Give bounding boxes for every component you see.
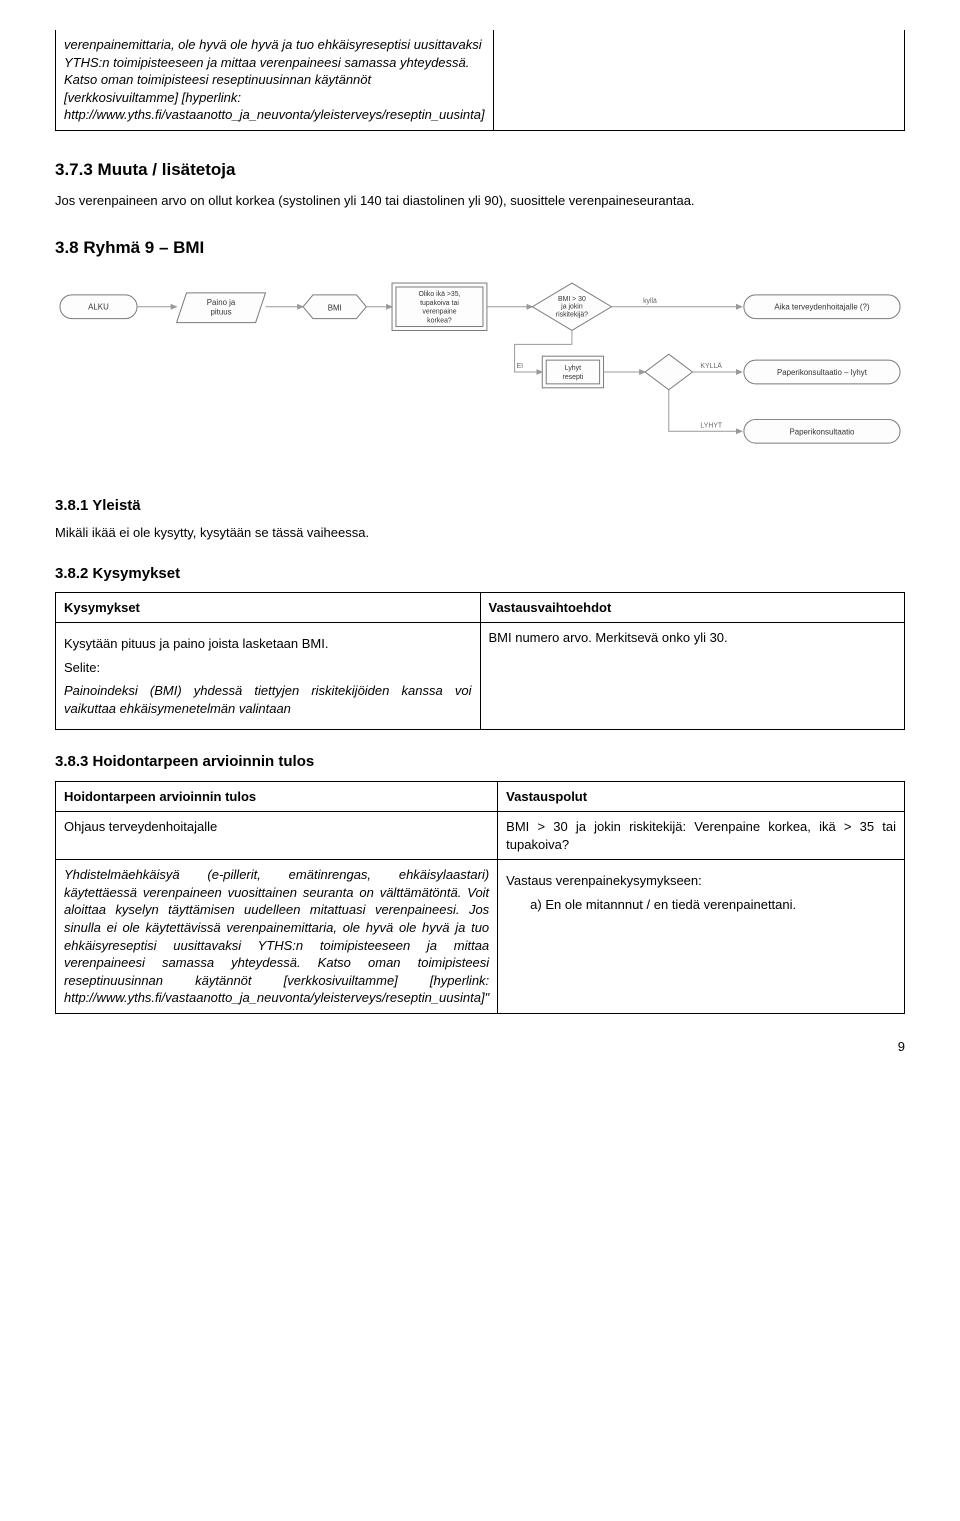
heading-3-8-3: 3.8.3 Hoidontarpeen arvioinnin tulos (55, 752, 905, 772)
svg-text:Paperikonsultaatio – lyhyt: Paperikonsultaatio – lyhyt (777, 368, 868, 377)
col-kysymykset: Kysymykset (56, 592, 481, 623)
top-partial-table: verenpainemittaria, ole hyvä ole hyvä ja… (55, 30, 905, 131)
text-painoindeksi: Painoindeksi (BMI) yhdessä tiettyjen ris… (64, 682, 472, 717)
svg-text:Oliko ikä >35,: Oliko ikä >35, (418, 291, 460, 298)
col-vastausvaihtoehdot: Vastausvaihtoehdot (480, 592, 905, 623)
heading-3-8: 3.8 Ryhmä 9 – BMI (55, 237, 905, 260)
page-number: 9 (55, 1038, 905, 1056)
col-vastauspolut: Vastauspolut (498, 781, 905, 812)
heading-3-8-1: 3.8.1 Yleistä (55, 496, 905, 516)
svg-text:ja jokin: ja jokin (560, 304, 583, 311)
svg-text:kyllä: kyllä (643, 298, 657, 305)
svg-text:Paino ja: Paino ja (207, 298, 236, 307)
text-vastaus-a: a) En ole mitannnut / en tiedä verenpain… (506, 896, 896, 914)
body-3-8-1: Mikäli ikää ei ole kysytty, kysytään se … (55, 524, 905, 542)
body-3-7-3: Jos verenpaineen arvo on ollut korkea (s… (55, 192, 905, 210)
svg-text:verenpaine: verenpaine (422, 309, 456, 316)
text-kysytaan: Kysytään pituus ja paino joista lasketaa… (64, 635, 472, 653)
cell-3-8-2-left: Kysytään pituus ja paino joista lasketaa… (56, 623, 481, 730)
svg-text:riskitekijä?: riskitekijä? (556, 312, 588, 319)
svg-text:Paperikonsultaatio: Paperikonsultaatio (790, 427, 856, 436)
cell-yhdistelma: Yhdistelmäehkäisyä (e-pillerit, emätinre… (56, 860, 498, 1013)
cell-3-8-2-right: BMI numero arvo. Merkitsevä onko yli 30. (480, 623, 905, 730)
flowchart-svg: ALKU Paino ja pituus BMI Oliko ikä >35, … (55, 274, 905, 469)
svg-text:BMI: BMI (328, 304, 342, 313)
text-selite: Selite: (64, 659, 472, 677)
cell-vastaus: Vastaus verenpainekysymykseen: a) En ole… (498, 860, 905, 1013)
svg-text:resepti: resepti (563, 374, 584, 381)
cell-bmi30: BMI > 30 ja jokin riskitekijä: Verenpain… (498, 812, 905, 860)
svg-text:LYHYT: LYHYT (700, 422, 723, 429)
table-3-8-2: Kysymykset Vastausvaihtoehdot Kysytään p… (55, 592, 905, 731)
svg-text:KYLLÄ: KYLLÄ (700, 362, 722, 370)
svg-text:tupakoiva tai: tupakoiva tai (420, 300, 459, 307)
col-hoidontarpeen: Hoidontarpeen arvioinnin tulos (56, 781, 498, 812)
flowchart-bmi: ALKU Paino ja pituus BMI Oliko ikä >35, … (55, 274, 905, 474)
heading-3-7-3: 3.7.3 Muuta / lisätetoja (55, 159, 905, 182)
svg-text:pituus: pituus (211, 308, 232, 317)
svg-text:korkea?: korkea? (427, 318, 452, 325)
top-left-cell: verenpainemittaria, ole hyvä ole hyvä ja… (56, 30, 494, 130)
svg-text:Aika terveydenhoitajalle (?): Aika terveydenhoitajalle (?) (774, 303, 870, 312)
text-vastaus-heading: Vastaus verenpainekysymykseen: (506, 872, 896, 890)
top-right-cell (493, 30, 904, 130)
svg-text:BMI > 30: BMI > 30 (558, 296, 586, 303)
heading-3-8-2: 3.8.2 Kysymykset (55, 564, 905, 584)
cell-ohjaus: Ohjaus terveydenhoitajalle (56, 812, 498, 860)
svg-text:ALKU: ALKU (88, 303, 109, 312)
text-yhdistelma: Yhdistelmäehkäisyä (e-pillerit, emätinre… (64, 866, 489, 1006)
table-3-8-3: Hoidontarpeen arvioinnin tulos Vastauspo… (55, 781, 905, 1014)
svg-text:Lyhyt: Lyhyt (565, 365, 581, 372)
top-left-text: verenpainemittaria, ole hyvä ole hyvä ja… (64, 37, 485, 122)
svg-text:EI: EI (517, 363, 524, 370)
